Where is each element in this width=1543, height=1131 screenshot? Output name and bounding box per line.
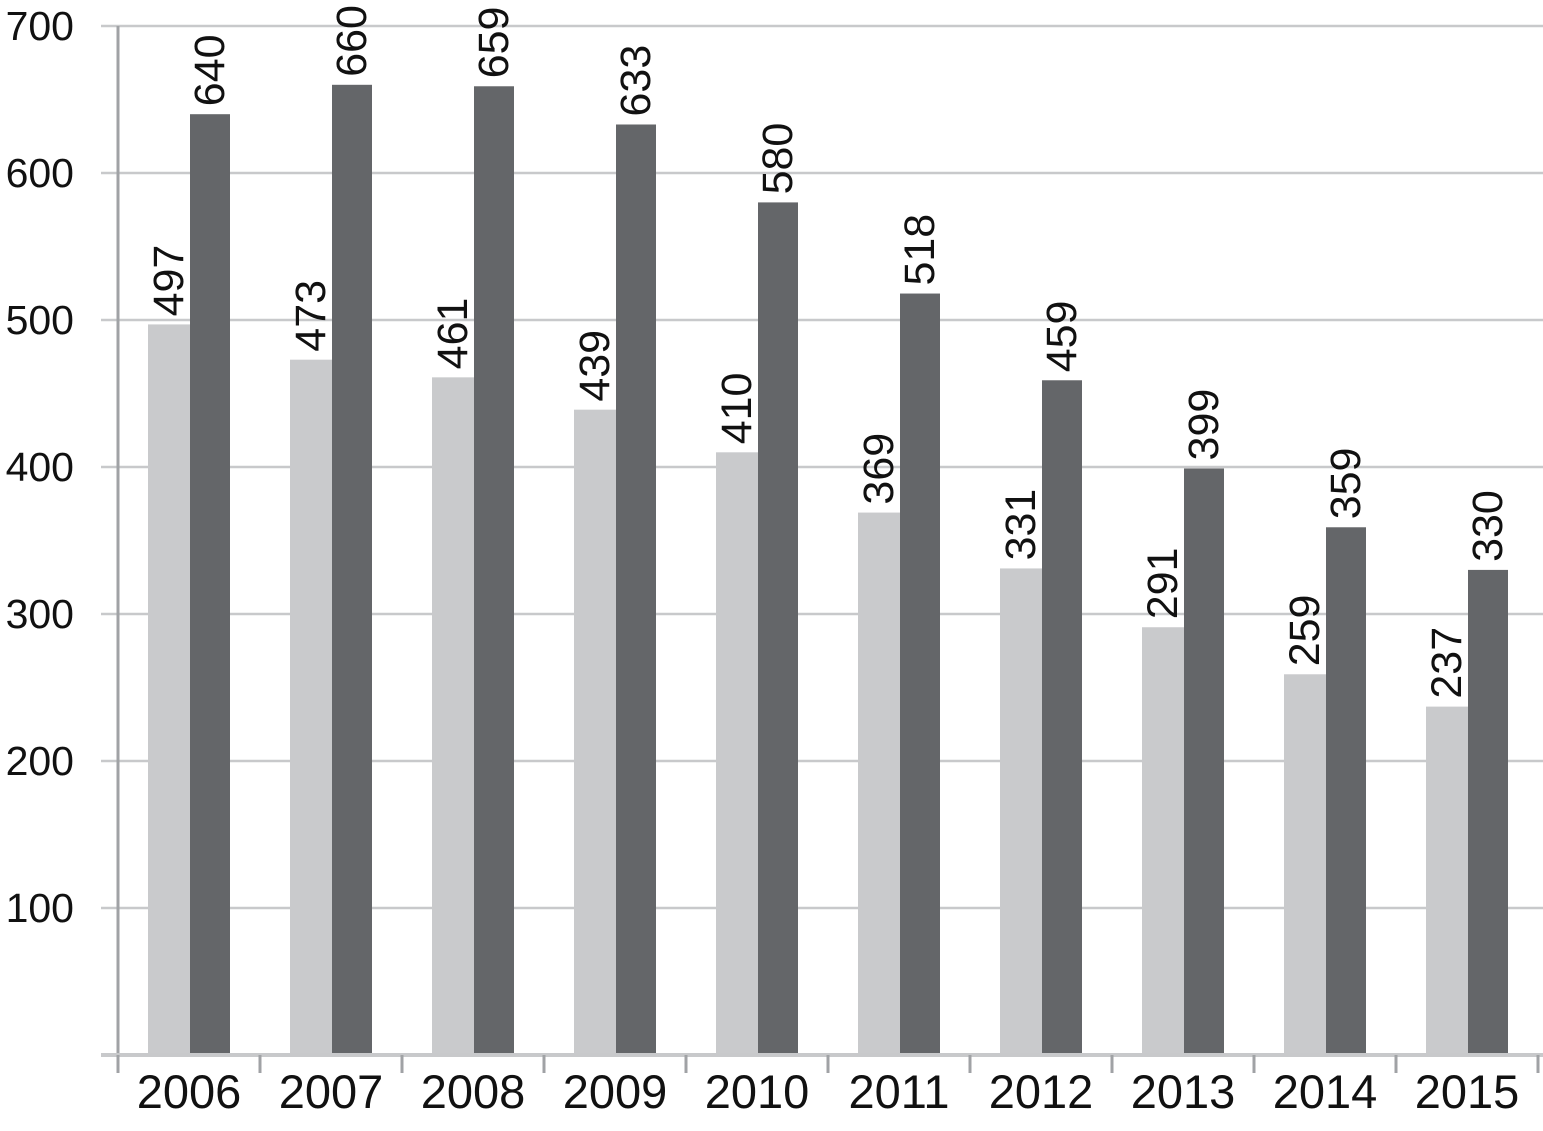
bar-light-gray-series-2014: [1284, 674, 1326, 1055]
value-label-dark-gray-series-2015: 330: [1464, 490, 1512, 562]
x-axis-label-2006: 2006: [137, 1065, 242, 1118]
value-label-light-gray-series-2014: 259: [1281, 595, 1329, 667]
bar-light-gray-series-2010: [716, 452, 758, 1055]
y-axis-tick-label-700: 700: [6, 3, 74, 49]
value-label-light-gray-series-2013: 291: [1139, 547, 1187, 619]
value-label-light-gray-series-2012: 331: [997, 489, 1045, 561]
bar-light-gray-series-2008: [432, 377, 474, 1056]
value-label-dark-gray-series-2006: 640: [186, 34, 234, 106]
bar-dark-gray-series-2014: [1326, 527, 1366, 1055]
y-axis-tick-label-100: 100: [6, 885, 74, 931]
x-axis-label-2009: 2009: [563, 1065, 668, 1118]
bar-dark-gray-series-2012: [1042, 380, 1082, 1055]
y-axis-tick-label-500: 500: [6, 297, 74, 343]
bar-dark-gray-series-2011: [900, 293, 940, 1055]
value-label-dark-gray-series-2011: 518: [896, 214, 944, 286]
y-axis-tick-label-300: 300: [6, 591, 74, 637]
bar-dark-gray-series-2015: [1468, 569, 1508, 1055]
bar-dark-gray-series-2010: [758, 202, 798, 1055]
value-label-light-gray-series-2007: 473: [287, 280, 335, 352]
bar-light-gray-series-2012: [1000, 568, 1042, 1055]
bar-light-gray-series-2011: [858, 512, 900, 1055]
x-axis-label-2010: 2010: [705, 1065, 810, 1118]
value-label-dark-gray-series-2010: 580: [754, 123, 802, 195]
bar-light-gray-series-2015: [1426, 706, 1468, 1055]
x-axis-label-2014: 2014: [1273, 1065, 1378, 1118]
x-axis-label-2015: 2015: [1415, 1065, 1520, 1118]
value-label-light-gray-series-2015: 237: [1423, 627, 1471, 699]
x-axis-label-2007: 2007: [279, 1065, 384, 1118]
bar-light-gray-series-2007: [290, 359, 332, 1055]
bar-dark-gray-series-2006: [190, 114, 230, 1055]
bar-dark-gray-series-2008: [474, 86, 514, 1055]
value-label-light-gray-series-2006: 497: [145, 245, 193, 317]
bar-dark-gray-series-2009: [616, 124, 656, 1056]
y-axis-tick-label-400: 400: [6, 444, 74, 490]
y-axis-tick-label-600: 600: [6, 150, 74, 196]
value-label-dark-gray-series-2009: 633: [612, 45, 660, 117]
x-axis-label-2011: 2011: [848, 1065, 949, 1118]
y-axis-tick-label-200: 200: [6, 738, 74, 784]
x-axis-label-2012: 2012: [989, 1065, 1094, 1118]
bar-light-gray-series-2006: [148, 324, 190, 1055]
value-label-light-gray-series-2010: 410: [713, 373, 761, 445]
bar-light-gray-series-2009: [574, 409, 616, 1055]
value-label-dark-gray-series-2013: 399: [1180, 389, 1228, 461]
value-label-light-gray-series-2008: 461: [429, 298, 477, 370]
value-label-dark-gray-series-2012: 459: [1038, 301, 1086, 373]
value-label-dark-gray-series-2014: 359: [1322, 448, 1370, 520]
value-label-light-gray-series-2011: 369: [855, 433, 903, 505]
value-label-dark-gray-series-2008: 659: [470, 7, 518, 79]
x-axis-label-2013: 2013: [1131, 1065, 1236, 1118]
x-axis-label-2008: 2008: [421, 1065, 526, 1118]
value-label-dark-gray-series-2007: 660: [328, 5, 376, 77]
value-label-light-gray-series-2009: 439: [571, 330, 619, 402]
bar-light-gray-series-2013: [1142, 627, 1184, 1055]
bar-dark-gray-series-2013: [1184, 468, 1224, 1056]
bar-dark-gray-series-2007: [332, 84, 372, 1056]
